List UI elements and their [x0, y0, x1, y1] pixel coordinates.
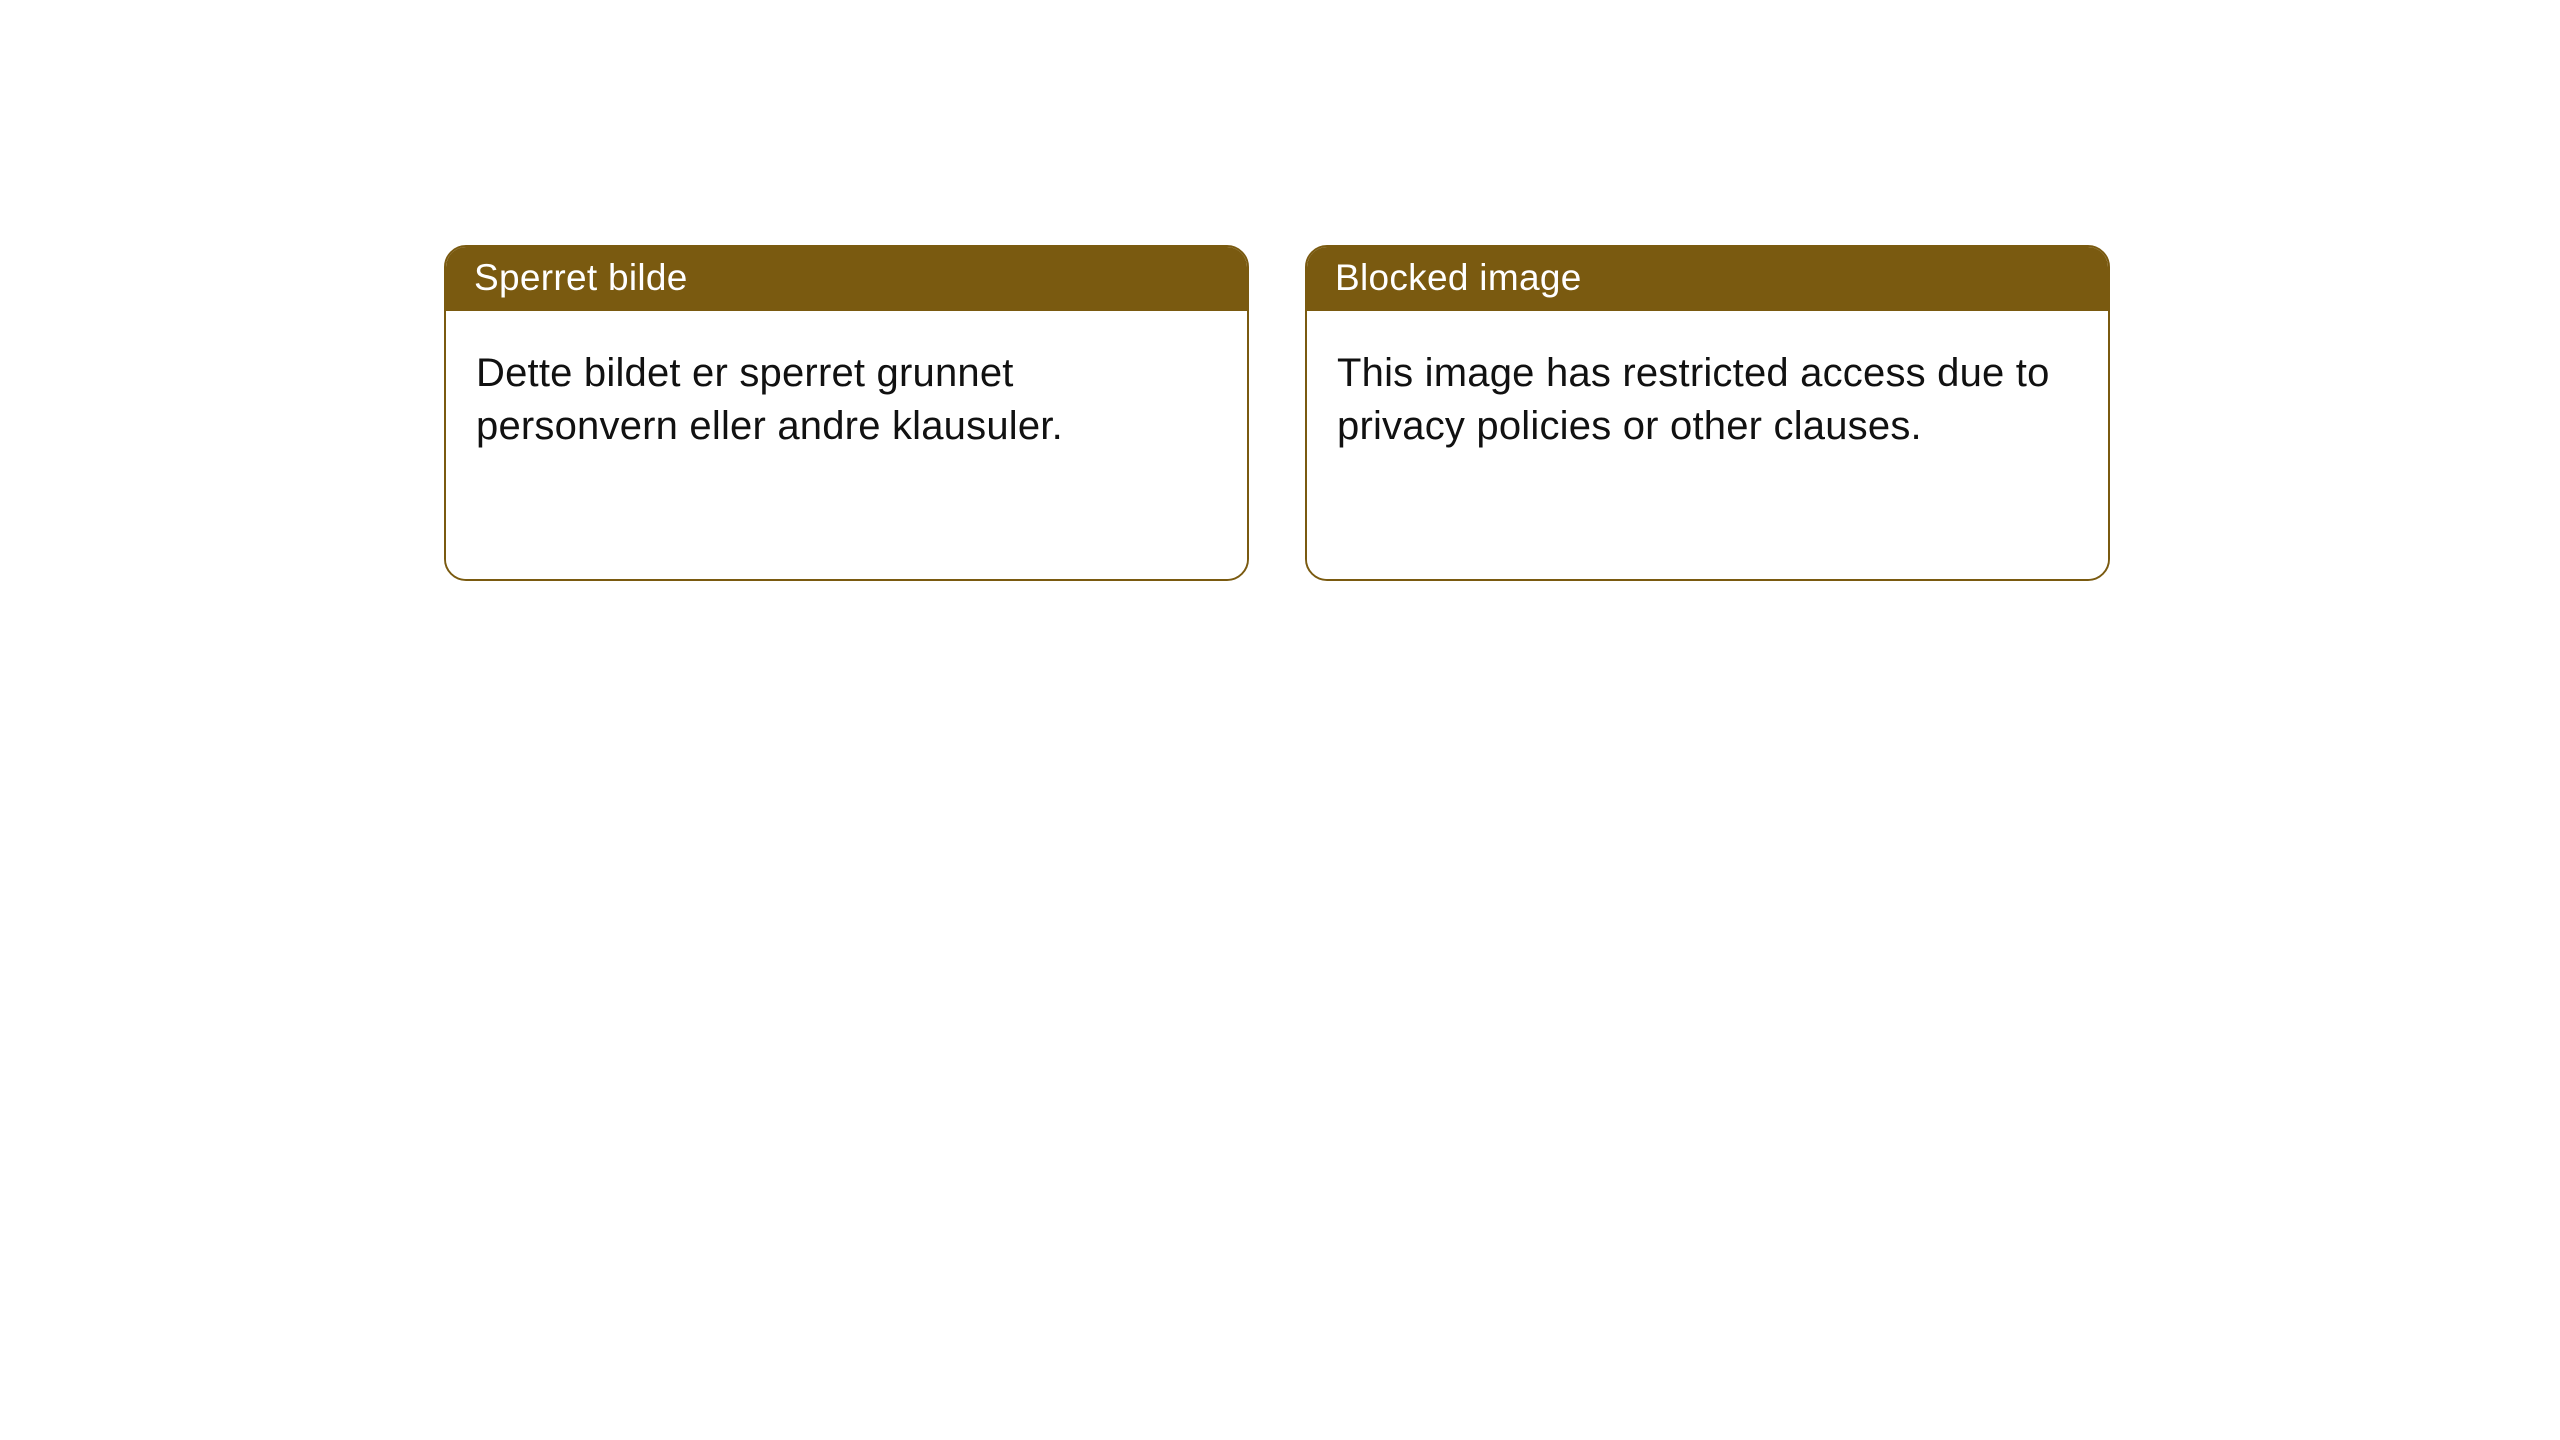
notice-header: Sperret bilde [446, 247, 1247, 311]
notice-title: Blocked image [1335, 257, 1582, 298]
notice-header: Blocked image [1307, 247, 2108, 311]
notice-title: Sperret bilde [474, 257, 688, 298]
notice-body: Dette bildet er sperret grunnet personve… [446, 311, 1247, 579]
notice-card-norwegian: Sperret bilde Dette bildet er sperret gr… [444, 245, 1249, 581]
notice-card-english: Blocked image This image has restricted … [1305, 245, 2110, 581]
notice-message: This image has restricted access due to … [1337, 351, 2050, 448]
notice-message: Dette bildet er sperret grunnet personve… [476, 351, 1063, 448]
notice-body: This image has restricted access due to … [1307, 311, 2108, 579]
notice-container: Sperret bilde Dette bildet er sperret gr… [444, 245, 2110, 581]
